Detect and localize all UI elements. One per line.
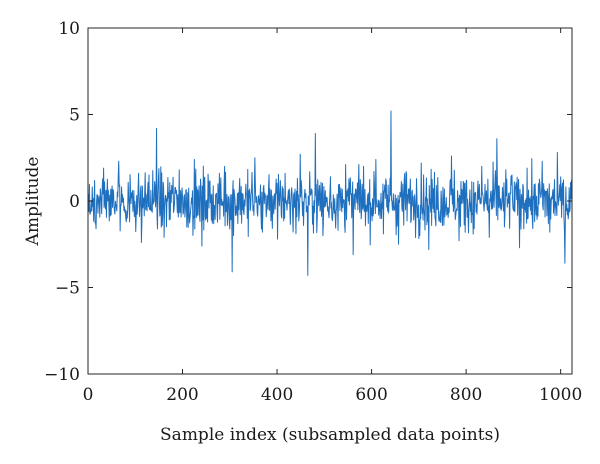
y-tick-label: 5 xyxy=(69,106,80,126)
x-tick-label: 800 xyxy=(450,385,482,405)
y-axis-label: Amplitude xyxy=(23,157,43,247)
x-axis-ticks: 0 200 400 600 800 1000 xyxy=(83,28,582,405)
x-tick-label: 0 xyxy=(83,385,94,405)
x-tick-label: 200 xyxy=(166,385,198,405)
y-tick-label: −5 xyxy=(55,279,80,299)
series-line xyxy=(87,110,573,276)
x-tick-label: 600 xyxy=(355,385,387,405)
x-tick-label: 400 xyxy=(261,385,293,405)
y-tick-label: −10 xyxy=(44,365,80,385)
x-tick-label: 1000 xyxy=(539,385,582,405)
y-axis-ticks: −10 −5 0 5 10 xyxy=(44,19,572,385)
series-line-group xyxy=(87,110,573,276)
x-axis-label: Sample index (subsampled data points) xyxy=(160,425,500,445)
y-tick-label: 10 xyxy=(58,19,80,39)
y-tick-label: 0 xyxy=(69,192,80,212)
